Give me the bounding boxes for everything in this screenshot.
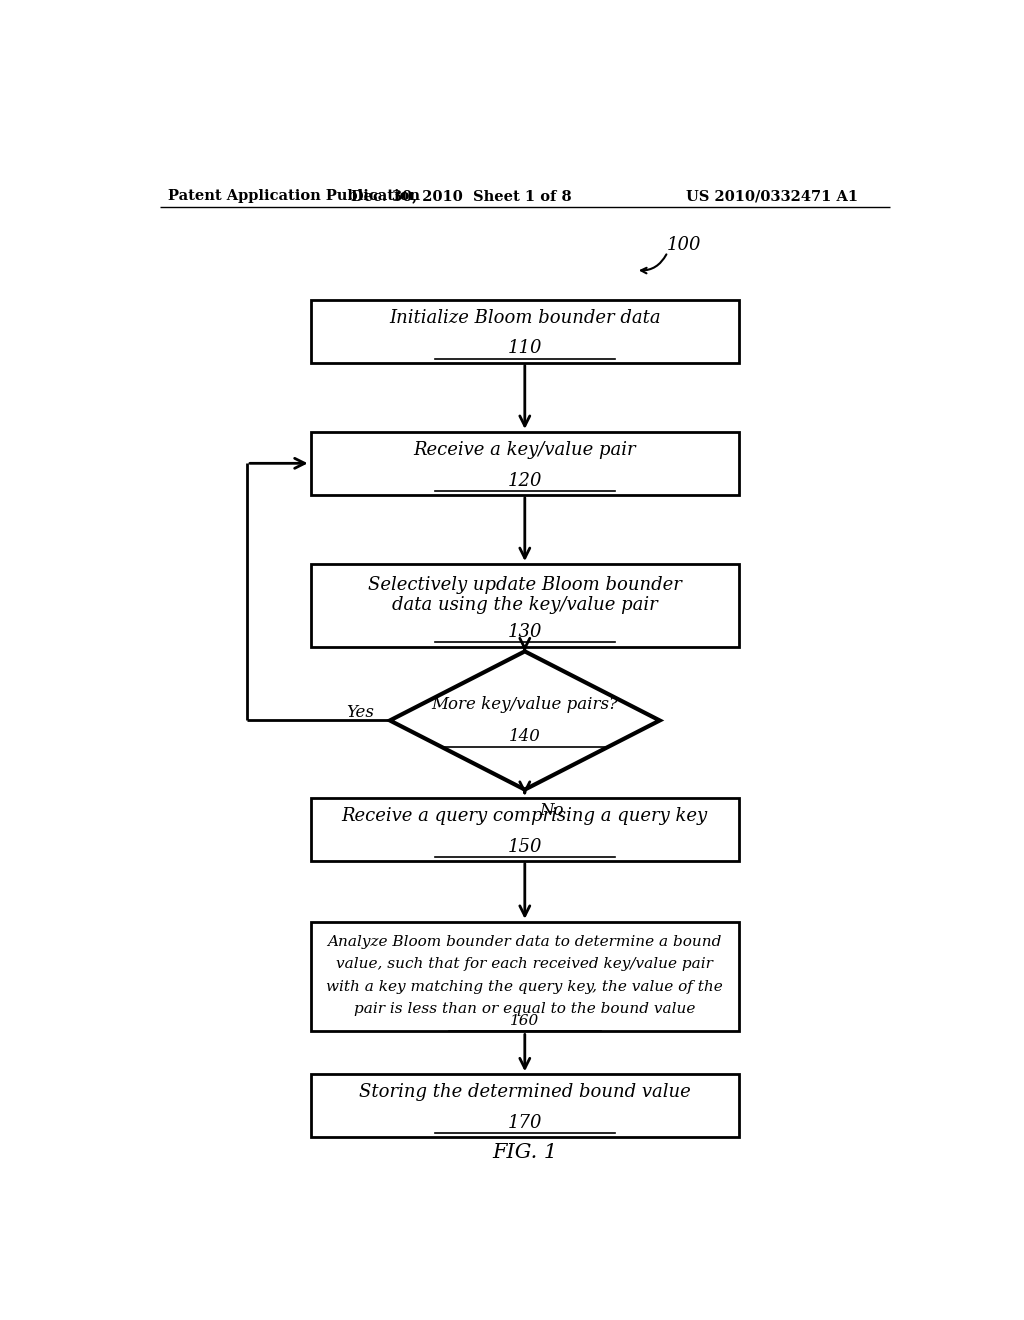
Text: with a key matching the query key, the value of the: with a key matching the query key, the v…	[327, 979, 723, 994]
Text: Selectively update Bloom bounder: Selectively update Bloom bounder	[368, 577, 682, 594]
Text: data using the key/value pair: data using the key/value pair	[392, 595, 657, 614]
Text: Initialize Bloom bounder data: Initialize Bloom bounder data	[389, 309, 660, 327]
FancyBboxPatch shape	[310, 921, 739, 1031]
FancyBboxPatch shape	[310, 300, 739, 363]
Text: 160: 160	[510, 1014, 540, 1028]
FancyBboxPatch shape	[310, 564, 739, 647]
Text: Storing the determined bound value: Storing the determined bound value	[359, 1084, 690, 1101]
Text: US 2010/0332471 A1: US 2010/0332471 A1	[686, 189, 858, 203]
Polygon shape	[390, 651, 659, 789]
Text: 170: 170	[508, 1114, 542, 1133]
FancyBboxPatch shape	[310, 432, 739, 495]
Text: 130: 130	[508, 623, 542, 642]
Text: Dec. 30, 2010  Sheet 1 of 8: Dec. 30, 2010 Sheet 1 of 8	[351, 189, 571, 203]
Text: More key/value pairs?: More key/value pairs?	[431, 696, 618, 713]
Text: Patent Application Publication: Patent Application Publication	[168, 189, 420, 203]
Text: 110: 110	[508, 339, 542, 358]
Text: No: No	[539, 801, 563, 818]
Text: FIG. 1: FIG. 1	[493, 1143, 557, 1162]
Text: Receive a key/value pair: Receive a key/value pair	[414, 441, 636, 459]
FancyBboxPatch shape	[310, 797, 739, 861]
Text: Analyze Bloom bounder data to determine a bound: Analyze Bloom bounder data to determine …	[328, 935, 722, 949]
Text: pair is less than or equal to the bound value: pair is less than or equal to the bound …	[354, 1002, 695, 1016]
FancyBboxPatch shape	[310, 1074, 739, 1138]
Text: value, such that for each received key/value pair: value, such that for each received key/v…	[336, 957, 714, 972]
Text: Yes: Yes	[346, 704, 374, 721]
Text: 120: 120	[508, 471, 542, 490]
Text: 100: 100	[667, 236, 700, 253]
Text: Receive a query comprising a query key: Receive a query comprising a query key	[342, 807, 708, 825]
Text: 140: 140	[509, 729, 541, 746]
Text: 150: 150	[508, 837, 542, 855]
